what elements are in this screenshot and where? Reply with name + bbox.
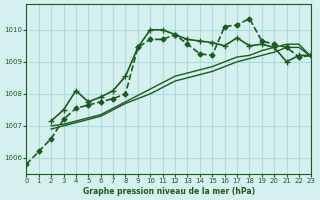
X-axis label: Graphe pression niveau de la mer (hPa): Graphe pression niveau de la mer (hPa): [83, 187, 255, 196]
